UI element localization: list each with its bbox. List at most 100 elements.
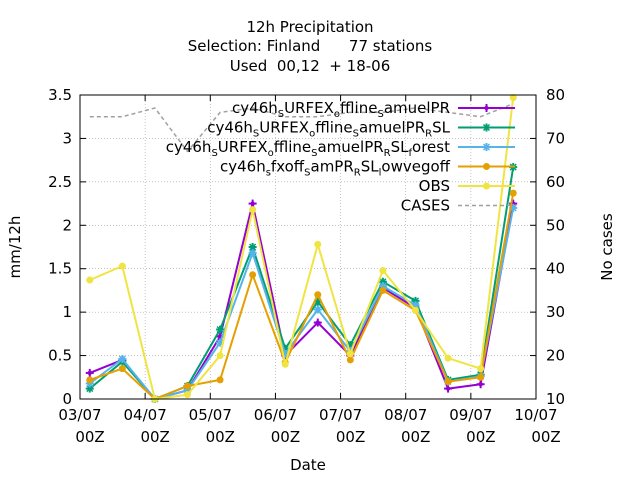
legend-text: fxoff [271, 158, 305, 176]
x-tick-label: 07/07 [319, 406, 362, 424]
data-point [118, 365, 126, 373]
marker-dot [250, 201, 255, 206]
data-point [444, 384, 453, 393]
legend-subscript: S [278, 109, 284, 120]
data-point [183, 391, 191, 399]
chart-title-line-1: 12h Precipitation [246, 18, 373, 36]
legend-sample-marker [482, 143, 491, 151]
legend-text: owvegoff [381, 158, 450, 176]
x-tick-label: 08/07 [384, 406, 427, 424]
x-axis-label: Date [290, 456, 326, 474]
chart-title-line-3: Used 00,12 + 18-06 [230, 57, 390, 75]
y-tick-label: 0 [62, 390, 72, 408]
data-point [86, 376, 94, 384]
data-point [346, 356, 354, 364]
legend-text: amuelPR [359, 119, 425, 137]
marker-stroke [249, 243, 257, 251]
legend: cy46hSURFEXofflineSamuelPRcy46hSURFEXoff… [166, 99, 515, 215]
legend-text: SL [391, 138, 410, 156]
data-point [314, 240, 322, 248]
legend-text: CASES [401, 197, 450, 215]
legend-subscript: S [304, 168, 310, 179]
legend-entry: cy46hSURFEXofflineSamuelPR [232, 99, 515, 120]
data-point [379, 266, 387, 274]
legend-text: ffline [315, 119, 352, 137]
legend-subscript: s [266, 168, 271, 179]
data-point [476, 380, 485, 389]
marker-dot [478, 382, 483, 387]
x-tick-label: 09/07 [449, 406, 492, 424]
legend-entry: cy46hsfxoffSamPRRSLlowvegoff [220, 158, 515, 179]
marker-stroke [482, 123, 491, 132]
legend-subscript: R [384, 148, 391, 159]
legend-label: cy46hSURFEXofflineSamuelPR [232, 99, 450, 120]
y2-tick-label: 20 [546, 347, 565, 365]
legend-subscript: S [377, 109, 383, 120]
legend-subscript: o [334, 109, 340, 120]
marker-stroke [314, 306, 322, 314]
legend-text: cy46h [232, 99, 278, 117]
legend-text: amPR [311, 158, 354, 176]
x-tick-label-time: 00Z [206, 428, 235, 446]
legend-sample-marker [483, 163, 490, 170]
y2-tick-label: 60 [546, 173, 565, 191]
x-tick-label: 04/07 [124, 406, 167, 424]
legend-label: OBS [419, 177, 450, 195]
x-tick-label-time: 00Z [271, 428, 300, 446]
legend-text: cy46h [166, 138, 212, 156]
x-tick-label: 05/07 [189, 406, 232, 424]
legend-text: URFEX [218, 138, 268, 156]
data-point [444, 378, 452, 386]
data-point [509, 189, 517, 197]
legend-entry: CASES [401, 197, 515, 215]
marker-dot [484, 105, 489, 111]
y-tick-label: 3 [62, 129, 72, 147]
legend-label: CASES [401, 197, 450, 215]
data-point [86, 276, 94, 284]
data-point [379, 286, 387, 294]
data-point [183, 382, 191, 390]
legend-label: cy46hSURFEXofflineSamuelPRRSL [207, 119, 450, 140]
y-axis-label: mm/12h [6, 216, 24, 279]
x-tick-label: 10/07 [514, 406, 557, 424]
marker-stroke [482, 143, 491, 151]
data-point [118, 262, 126, 270]
marker-stroke [118, 355, 126, 363]
series-line [89, 192, 515, 400]
y2-tick-label: 40 [546, 260, 565, 278]
ticks-layer: 0 0.5 1 1.5 2 2.5 3 3.5 10 20 30 40 50 60 70 80 03/07 00Z… [48, 86, 565, 446]
data-point [477, 365, 485, 373]
series-line [89, 103, 514, 153]
legend-text: SL [361, 158, 380, 176]
data-point [411, 306, 419, 314]
legend-entry: cy46hSURFEXofflineSamuelPRRSLforest [166, 138, 515, 159]
chart-title-line-2: Selection: Finland 77 stations [188, 37, 433, 55]
data-point [313, 318, 322, 327]
marker-stroke [216, 339, 224, 347]
legend-sample-marker [483, 182, 490, 190]
legend-subscript: R [354, 168, 361, 179]
x-tick-label-time: 00Z [401, 428, 430, 446]
x-tick-label-time: 00Z [466, 428, 495, 446]
grid-layer [80, 95, 536, 399]
legend-text: URFEX [259, 119, 309, 137]
data-point [477, 373, 485, 381]
legend-text: orest [412, 138, 450, 156]
legend-subscript: S [311, 148, 317, 159]
data-point [444, 354, 452, 362]
legend-subscript: o [268, 148, 274, 159]
legend-subscript: R [425, 129, 432, 140]
data-point [118, 355, 127, 364]
y-tick-label: 0.5 [48, 347, 72, 365]
y2-tick-label: 30 [546, 303, 565, 321]
y-tick-label: 2 [62, 216, 72, 234]
legend-entry: cy46hSURFEXofflineSamuelPRRSL [207, 119, 515, 140]
y-tick-label: 1.5 [48, 260, 72, 278]
legend-entry: OBS [419, 177, 515, 195]
legend-text: amuelPR [317, 138, 383, 156]
data-point [85, 368, 94, 377]
data-point [216, 325, 225, 334]
data-point [249, 206, 257, 214]
x-tick-label-time: 00Z [531, 428, 560, 446]
